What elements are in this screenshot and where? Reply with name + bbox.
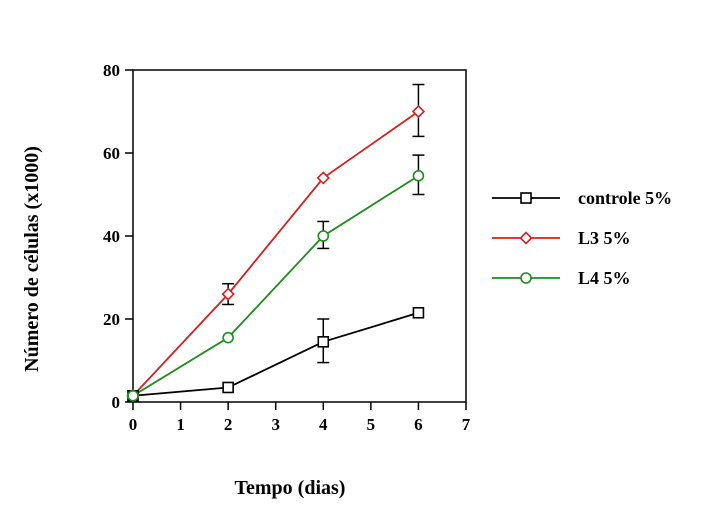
series-line (132, 110, 419, 397)
legend-label: L3 5% (578, 228, 631, 248)
series-line (132, 175, 419, 397)
y-tick-label: 0 (112, 393, 121, 412)
data-point (222, 331, 234, 344)
series-markers (126, 104, 426, 403)
y-tick-label: 60 (103, 144, 120, 163)
legend: controle 5% L3 5% L4 5% (492, 188, 672, 288)
data-point (127, 389, 139, 402)
x-tick-label: 3 (271, 415, 280, 434)
x-tick-label: 5 (367, 415, 376, 434)
plot-frame (132, 69, 467, 403)
x-tick-label: 7 (462, 415, 471, 434)
x-tick-label: 4 (319, 415, 328, 434)
x-tick-label: 0 (129, 415, 138, 434)
x-tick-label: 6 (414, 415, 423, 434)
legend-marker (519, 231, 533, 245)
legend-label: controle 5% (578, 188, 672, 208)
series-line (132, 311, 419, 397)
x-tick-label: 2 (224, 415, 233, 434)
data-point (411, 104, 426, 119)
data-point (317, 336, 330, 348)
x-tick-label: 1 (176, 415, 185, 434)
data-point (317, 230, 330, 242)
axes: 0 1 2 3 4 5 6 7 0 20 40 60 80 (103, 61, 471, 434)
data-point (412, 306, 425, 319)
y-tick-label: 40 (103, 227, 120, 246)
data-point (221, 287, 235, 301)
data-point (316, 171, 330, 185)
y-axis-title: Número de células (x1000) (21, 146, 43, 372)
y-tick-label: 80 (103, 61, 120, 80)
x-axis-title: Tempo (dias) (235, 477, 346, 499)
legend-label: L4 5% (578, 268, 631, 288)
legend-marker (520, 192, 532, 204)
series-lines (132, 110, 419, 397)
data-point (222, 381, 234, 394)
y-tick-label: 20 (103, 310, 120, 329)
legend-marker (520, 272, 532, 284)
data-point (412, 170, 425, 182)
